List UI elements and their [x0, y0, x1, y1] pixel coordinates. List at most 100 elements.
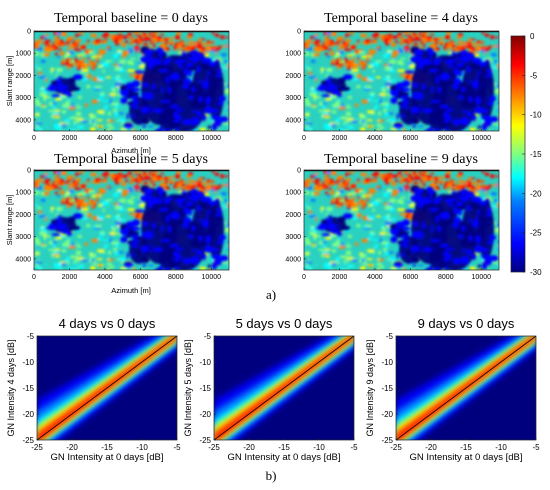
colorbar-tick-label: -25	[530, 229, 542, 238]
density-ytick: -5	[27, 332, 35, 341]
density-xtick: -25	[208, 443, 220, 452]
density-plot-5-vs-0: -25 -20 -15 -10 -5 -5 -10 -15 -20 -25	[199, 332, 358, 452]
colorbar-tick-label: 0	[530, 32, 535, 41]
sar-xtick: 0	[302, 274, 306, 281]
sar-ytick: 2000	[285, 73, 301, 80]
density-ytick: -25	[381, 436, 393, 445]
density-ylabel-4: GN Intensity 4 days [dB]	[6, 339, 16, 436]
sar-xtick: 4000	[97, 135, 113, 142]
sar-xtick: 2000	[332, 135, 348, 142]
sar-map-5-days: 0 2000 4000 6000 8000 10000 0 1000 2000 3000 4000	[15, 168, 230, 281]
sar-ytick: 4000	[15, 256, 31, 263]
sar-xtick: 8000	[438, 274, 454, 281]
density-title-5: 5 days vs 0 days	[236, 316, 333, 331]
colorbar-tick-label: -15	[530, 150, 542, 159]
density-ytick: -10	[199, 358, 211, 367]
sar-ytick: 0	[27, 29, 31, 36]
density-ytick: -5	[386, 332, 394, 341]
density-xtick: -20	[243, 443, 255, 452]
sar-ytick: 2000	[15, 73, 31, 80]
density-xtick: -10	[136, 443, 148, 452]
sar-xtick: 6000	[403, 135, 419, 142]
density-xtick: -5	[532, 443, 540, 452]
density-title-9: 9 days vs 0 days	[418, 316, 515, 331]
density-xlabel-9: GN Intensity at 0 days [dB]	[410, 452, 523, 463]
density-xtick: -15	[460, 443, 472, 452]
sar-ylabel-0: Slant range [m]	[5, 56, 14, 107]
sar-xtick: 6000	[133, 135, 149, 142]
sar-xlabel-5: Azimuth [m]	[111, 286, 151, 295]
density-ytick: -5	[204, 332, 212, 341]
density-xtick: -20	[425, 443, 437, 452]
density-ytick: -25	[199, 436, 211, 445]
density-title-4: 4 days vs 0 days	[59, 316, 156, 331]
density-ytick: -25	[22, 436, 34, 445]
sar-xtick: 6000	[403, 274, 419, 281]
sar-ytick: 4000	[15, 117, 31, 124]
density-plot-4-vs-0: -25 -20 -15 -10 -5 -5 -10 -15 -20 -25	[22, 332, 181, 452]
density-ytick: -10	[22, 358, 34, 367]
density-xtick: -15	[101, 443, 113, 452]
density-xtick: -25	[390, 443, 402, 452]
identity-line	[214, 336, 354, 440]
sar-ytick: 2000	[285, 212, 301, 219]
sar-xtick: 4000	[367, 274, 383, 281]
sar-ytick: 0	[27, 168, 31, 175]
sar-ytick: 1000	[15, 51, 31, 58]
part-a-label: a)	[266, 287, 276, 302]
sar-xtick: 4000	[97, 274, 113, 281]
part-b-label: b)	[266, 468, 277, 483]
sar-ytick: 3000	[285, 234, 301, 241]
sar-frame	[303, 169, 500, 271]
density-ylabel-5: GN Intensity 5 days [dB]	[183, 339, 193, 436]
sar-xtick: 8000	[438, 135, 454, 142]
identity-line	[396, 336, 536, 440]
sar-frame	[303, 30, 500, 132]
colorbar-tick-label: -5	[530, 71, 538, 80]
colorbar-tick-label: -20	[530, 189, 542, 198]
density-plot-9-vs-0: -25 -20 -15 -10 -5 -5 -10 -15 -20 -25	[381, 332, 540, 452]
sar-ytick: 0	[297, 168, 301, 175]
density-ytick: -20	[381, 410, 393, 419]
sar-xtick: 0	[32, 135, 36, 142]
sar-ytick: 2000	[15, 212, 31, 219]
sar-xtick: 10000	[472, 274, 492, 281]
sar-ytick: 1000	[285, 51, 301, 58]
sar-ytick: 0	[297, 29, 301, 36]
density-xtick: -5	[173, 443, 181, 452]
colorbar-ticks: 0 -5 -10 -15 -20 -25 -30	[522, 32, 542, 277]
density-xtick: -5	[350, 443, 358, 452]
sar-ylabel-5: Slant range [m]	[5, 195, 14, 246]
sar-title-5: Temporal baseline = 5 days	[54, 152, 208, 167]
sar-ytick: 4000	[285, 256, 301, 263]
sar-xtick: 0	[32, 274, 36, 281]
sar-xtick: 2000	[332, 274, 348, 281]
density-xtick: -15	[278, 443, 290, 452]
sar-ytick: 1000	[15, 190, 31, 197]
sar-xtick: 0	[302, 135, 306, 142]
sar-ytick: 3000	[15, 95, 31, 102]
sar-frame	[33, 169, 230, 271]
sar-ytick: 3000	[15, 234, 31, 241]
sar-map-9-days: 0 2000 4000 6000 8000 10000 0 1000 2000 3000 4000	[285, 168, 500, 281]
sar-ytick: 3000	[285, 95, 301, 102]
sar-xtick: 6000	[133, 274, 149, 281]
density-ytick: -10	[381, 358, 393, 367]
density-ytick: -20	[199, 410, 211, 419]
sar-title-4: Temporal baseline = 4 days	[324, 11, 478, 26]
density-xlabel-5: GN Intensity at 0 days [dB]	[228, 452, 341, 463]
sar-xtick: 8000	[168, 274, 184, 281]
colorbar-tick-label: -10	[530, 111, 542, 120]
colorbar-tick-label: -30	[530, 268, 542, 277]
sar-xtick: 10000	[202, 274, 222, 281]
density-ytick: -15	[22, 384, 34, 393]
sar-map-0-days: 0 2000 4000 6000 8000 10000 0 1000 2000 3000 4000	[15, 29, 230, 142]
sar-ytick: 4000	[285, 117, 301, 124]
colorbar: 0 -5 -10 -15 -20 -25 -30	[510, 32, 542, 277]
density-xlabel-4: GN Intensity at 0 days [dB]	[51, 452, 164, 463]
density-ytick: -15	[199, 384, 211, 393]
sar-frame	[33, 30, 230, 132]
sar-map-4-days: 0 2000 4000 6000 8000 10000 0 1000 2000 3000 4000	[285, 29, 500, 142]
sar-xtick: 2000	[62, 135, 78, 142]
